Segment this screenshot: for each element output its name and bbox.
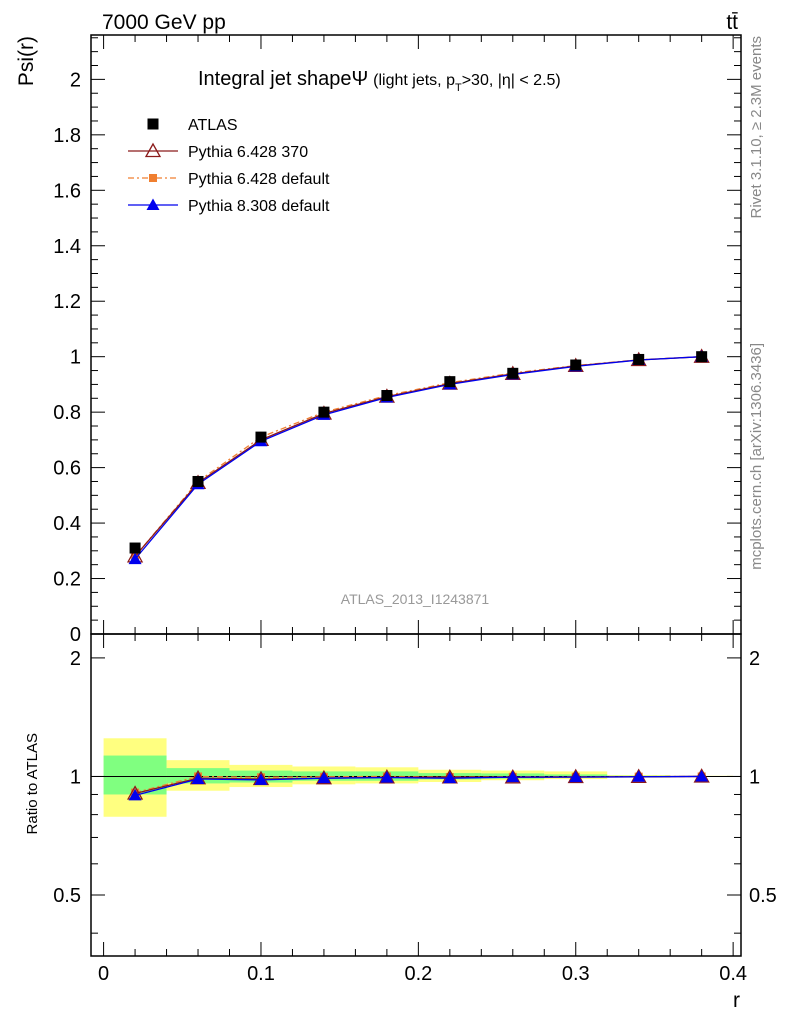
title-paren-open: (light jets, p <box>373 72 455 89</box>
legend-label: Pythia 6.428 default <box>188 171 330 188</box>
y-tick-label: 0.2 <box>53 569 81 591</box>
data-point-ratio <box>443 771 457 784</box>
data-point-main <box>633 353 645 365</box>
ratio-tick-label-left: 0.5 <box>53 885 81 907</box>
x-tick-label: 0 <box>98 963 109 985</box>
y-axis-label: Psi(r) <box>15 36 38 86</box>
legend-label: ATLAS <box>188 117 238 134</box>
data-point-ratio <box>632 770 646 782</box>
energy-label: 7000 GeV pp <box>102 11 226 34</box>
data-point-main <box>696 351 708 363</box>
title-paren-close: >30, |η| < 2.5) <box>462 72 561 89</box>
x-tick-label: 0.1 <box>247 963 275 985</box>
data-point-ratio <box>191 772 205 785</box>
series-line-main <box>134 356 702 557</box>
title-symbol: Ψ <box>351 68 368 90</box>
ratio-tick-label-right: 1 <box>749 766 760 788</box>
y-tick-label: 1 <box>70 347 81 369</box>
data-point-ratio <box>567 768 584 784</box>
data-point-main <box>507 367 519 379</box>
series-line-ratio <box>134 775 702 797</box>
y-tick-label: 0 <box>70 624 81 646</box>
y-tick-label: 0.4 <box>53 513 81 535</box>
series-line-main <box>134 356 702 560</box>
data-point-main <box>192 475 204 487</box>
data-point-main <box>318 406 330 418</box>
ratio-tick-label-right: 0.5 <box>749 885 777 907</box>
mcplots-label: mcplots.cern.ch [arXiv:1306.3436] <box>748 343 765 570</box>
process-label: tt̄ <box>726 11 738 34</box>
axis-ticks: 0 0.1 0.2 0.3 0.4 0 0.2 0.4 0.6 0.8 1 1.2 1.4 1.6 1.8 2… <box>53 35 777 985</box>
ratio-tick-label-left: 2 <box>70 648 81 670</box>
data-point-main <box>444 376 456 388</box>
ratio-tick-label-left: 1 <box>70 766 81 788</box>
data-point-ratio <box>693 768 710 783</box>
y-tick-label: 1.6 <box>53 180 81 202</box>
series-line-main <box>134 356 702 557</box>
data-point-ratio <box>317 771 331 784</box>
data-point-main <box>128 552 142 565</box>
x-tick-label: 0.4 <box>719 963 747 985</box>
data-point-main <box>570 359 582 371</box>
legend-marker <box>144 142 162 158</box>
data-point-ratio <box>695 769 709 782</box>
ratio-series <box>126 768 710 801</box>
y-tick-label: 0.8 <box>53 402 81 424</box>
main-series <box>126 348 710 565</box>
title-main: Integral jet shape <box>198 68 351 90</box>
analysis-tag: ATLAS_2013_I1243871 <box>341 591 490 607</box>
data-point-ratio <box>380 771 394 783</box>
y-tick-label: 0.6 <box>53 458 81 480</box>
data-point-main <box>129 542 141 554</box>
chart-title: Integral jet shapeΨ (light jets, pT>30, |… <box>198 68 561 94</box>
rivet-label: Rivet 3.1.10, ≥ 2.3M events <box>748 36 765 219</box>
y-tick-label: 1.8 <box>53 125 81 147</box>
legend-marker <box>146 198 160 210</box>
ratio-plot-frame <box>90 633 742 957</box>
legend: ATLAS Pythia 6.428 370 Pythia 6.428 defaul… <box>128 117 330 215</box>
legend-label: Pythia 8.308 default <box>188 198 330 215</box>
ratio-axis-label: Ratio to ATLAS <box>24 733 41 834</box>
y-tick-label: 1.4 <box>53 236 81 258</box>
y-tick-label: 2 <box>70 69 81 91</box>
data-point-ratio <box>569 770 583 783</box>
data-point-ratio <box>254 773 268 785</box>
y-tick-label: 1.2 <box>53 291 81 313</box>
data-point-ratio <box>128 788 142 801</box>
x-tick-label: 0.3 <box>562 963 590 985</box>
data-point-ratio <box>315 769 333 785</box>
ratio-tick-label-right: 2 <box>749 648 760 670</box>
title-sub: T <box>455 82 462 94</box>
data-point-main <box>255 431 267 443</box>
legend-label: Pythia 6.428 370 <box>188 144 308 161</box>
data-point-ratio <box>630 768 647 783</box>
x-axis-label: r <box>733 989 740 1012</box>
data-point-ratio <box>378 768 395 784</box>
x-tick-label: 0.2 <box>404 963 432 985</box>
legend-marker <box>147 118 159 130</box>
data-point-ratio <box>506 770 520 783</box>
data-point-main <box>381 390 393 402</box>
legend-marker <box>149 174 157 182</box>
